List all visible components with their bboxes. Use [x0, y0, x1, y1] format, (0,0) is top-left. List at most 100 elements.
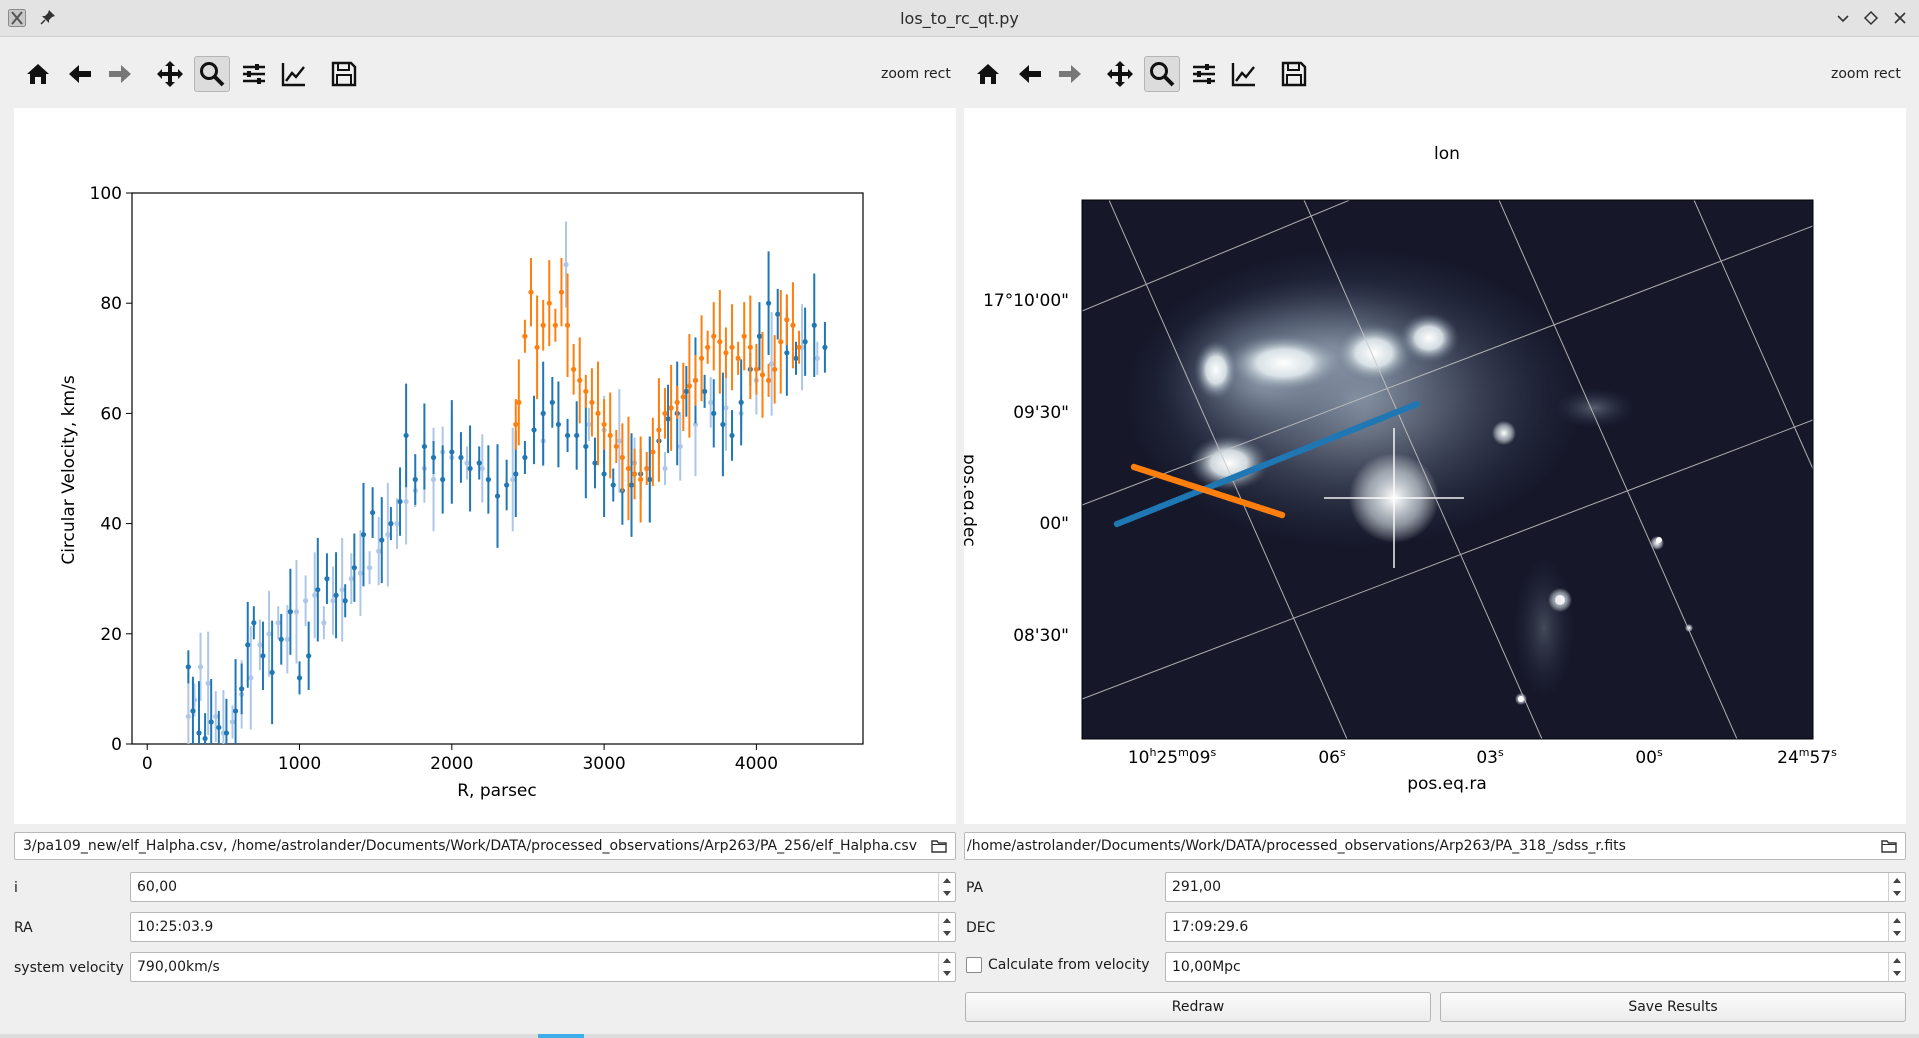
zoom-button[interactable]	[194, 56, 230, 92]
data-point	[631, 471, 638, 477]
window-title: los_to_rc_qt.py	[900, 9, 1019, 28]
data-point	[531, 427, 537, 433]
pan-button[interactable]	[1102, 56, 1138, 92]
app-icon	[8, 9, 26, 27]
data-point	[251, 620, 257, 626]
folder-icon[interactable]	[931, 839, 947, 853]
x-tick-label: 10h25m09s	[1128, 746, 1217, 768]
data-point	[287, 609, 293, 615]
data-point	[196, 730, 202, 736]
data-point	[723, 350, 729, 356]
minimize-icon[interactable]	[1834, 9, 1852, 27]
edit-axis-button[interactable]	[1226, 56, 1262, 92]
data-point	[592, 460, 598, 466]
x-axis-label: pos.eq.ra	[1407, 774, 1487, 794]
data-point	[692, 421, 699, 428]
pan-button[interactable]	[152, 56, 188, 92]
y-axis-label: pos.eq.dec	[964, 454, 979, 547]
data-point	[266, 631, 272, 637]
edit-axis-button[interactable]	[276, 56, 312, 92]
data-point	[619, 454, 625, 461]
y-tick-label: 40	[100, 515, 122, 535]
right-file-path-field[interactable]: /home/astrolander/Documents/Work/DATA/pr…	[964, 832, 1906, 860]
folder-icon[interactable]	[1881, 839, 1897, 853]
sky-image-canvas[interactable]: lon	[959, 108, 1906, 824]
save-results-button[interactable]: Save Results	[1440, 992, 1906, 1022]
data-point	[717, 339, 723, 345]
data-point	[720, 421, 726, 428]
data-point	[412, 476, 418, 483]
data-point	[202, 735, 208, 742]
data-point	[379, 537, 385, 543]
zoom-button[interactable]	[1144, 56, 1180, 92]
galaxy-image	[1082, 200, 1813, 739]
data-point	[485, 476, 491, 483]
back-button[interactable]	[62, 56, 98, 92]
dec-spinbox[interactable]: 17:09:29.6	[1165, 912, 1906, 942]
data-point	[765, 377, 772, 383]
pin-icon[interactable]	[40, 9, 56, 25]
home-icon	[27, 64, 49, 84]
save-icon	[1281, 61, 1307, 87]
home-button[interactable]	[20, 56, 56, 92]
data-point	[756, 333, 763, 339]
home-button[interactable]	[970, 56, 1006, 92]
x-axis-label: R, parsec	[457, 781, 536, 801]
inclination-spinbox[interactable]: 60,00	[130, 872, 956, 902]
data-point	[293, 609, 300, 615]
data-point	[741, 333, 747, 339]
zoom-icon	[200, 62, 225, 87]
data-point	[248, 675, 254, 681]
data-point	[232, 708, 239, 714]
back-button[interactable]	[1012, 56, 1048, 92]
forward-button[interactable]	[102, 56, 138, 92]
data-point	[366, 565, 373, 571]
data-point	[333, 592, 339, 598]
system-velocity-spinbox[interactable]: 790,00km/s	[130, 952, 956, 982]
distance-spinbox[interactable]: 10,00Mpc	[1165, 952, 1906, 982]
data-point	[586, 421, 592, 428]
data-point	[312, 592, 318, 598]
data-point	[753, 366, 759, 372]
save-figure-button[interactable]	[1276, 56, 1312, 92]
data-point	[245, 642, 251, 648]
window-titlebar: los_to_rc_qt.py	[0, 0, 1919, 37]
data-point	[360, 532, 367, 538]
y-tick-label: 80	[100, 294, 122, 314]
pa-label: PA	[966, 880, 984, 896]
data-point	[306, 653, 312, 659]
edit-axis-icon	[281, 63, 305, 87]
zoom-mode-label: zoom rect	[1831, 66, 1901, 82]
data-point	[324, 576, 330, 582]
configure-subplots-button[interactable]	[1186, 56, 1222, 92]
close-icon[interactable]	[1891, 9, 1909, 27]
data-point	[729, 344, 735, 350]
configure-subplots-icon	[1193, 64, 1215, 84]
data-point	[430, 476, 437, 483]
left-file-path-field[interactable]: 3/pa109_new/elf_Halpha.csv, /home/astrol…	[14, 832, 956, 860]
data-point	[330, 598, 336, 604]
inclination-value: 60,00	[137, 879, 178, 895]
distance-value: 10,00Mpc	[1172, 959, 1241, 975]
save-figure-button[interactable]	[326, 56, 362, 92]
data-point	[528, 289, 534, 295]
forward-button[interactable]	[1052, 56, 1088, 92]
pa-spinbox[interactable]: 291,00	[1165, 872, 1906, 902]
y-tick-label: 20	[100, 625, 122, 645]
data-point	[449, 449, 455, 455]
restore-icon[interactable]	[1862, 9, 1880, 27]
save-icon	[331, 61, 357, 87]
data-point	[513, 471, 519, 477]
ra-spinbox[interactable]: 10:25:03.9	[130, 912, 956, 942]
calculate-from-velocity-checkbox[interactable]	[966, 957, 982, 973]
data-point	[577, 377, 583, 383]
redraw-button[interactable]: Redraw	[965, 992, 1431, 1022]
data-point	[504, 482, 510, 488]
data-point	[656, 427, 662, 433]
data-point	[229, 719, 236, 725]
sky-image-chart: lon	[959, 144, 1837, 794]
configure-subplots-button[interactable]	[236, 56, 272, 92]
rotation-curve-canvas[interactable]: 0 1000 2000 3000 4000 0 20 40 60 80 100 R, parsec …	[14, 108, 956, 824]
data-point	[516, 399, 522, 405]
data-point	[564, 432, 571, 439]
